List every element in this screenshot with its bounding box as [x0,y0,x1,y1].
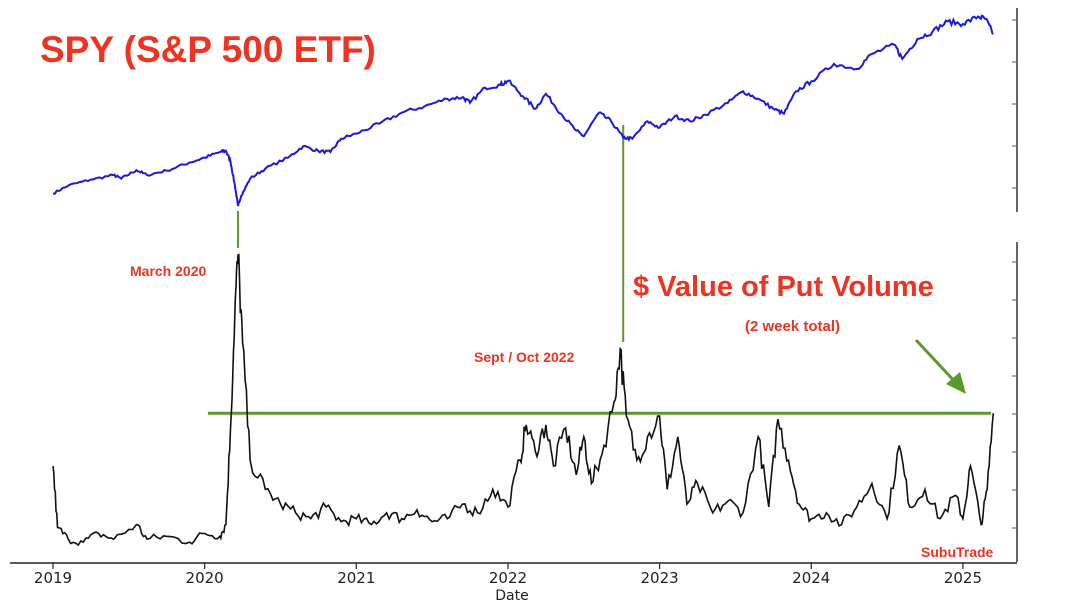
watermark: SubuTrade [921,544,994,560]
x-tick-label: 2019 [34,569,72,587]
x-tick-label: 2020 [186,569,224,587]
crash-connectors [237,125,625,342]
x-tick-label: 2025 [944,569,982,587]
x-tick-label: 2022 [489,569,527,587]
put-volume-subtitle: (2 week total) [745,318,840,335]
right-spine-ticks [1012,19,1017,529]
spy-price-line [52,14,994,207]
x-tick-label: 2023 [641,569,679,587]
pointer-arrow-head [946,372,966,394]
put-volume-title: $ Value of Put Volume [633,271,934,303]
x-tick-label: 2024 [792,569,830,587]
x-axis-ticks: 2019 2020 2021 2022 2023 2024 2025 [34,563,982,587]
put-volume-line [52,253,995,547]
pointer-arrow [914,338,960,387]
x-axis-label: Date [495,588,528,604]
annotation-sept-oct-2022: Sept / Oct 2022 [474,349,575,365]
chart-title: SPY (S&P 500 ETF) [40,29,376,70]
x-tick-label: 2021 [337,569,375,587]
annotation-march-2020: March 2020 [130,263,206,279]
